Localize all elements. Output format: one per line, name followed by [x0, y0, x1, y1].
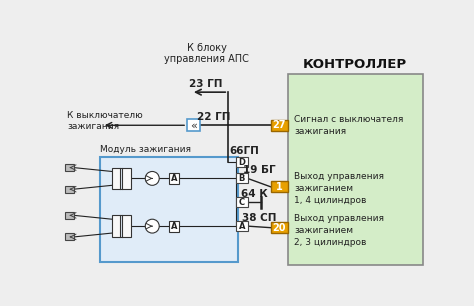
Text: Сигнал с выключателя
зажигания: Сигнал с выключателя зажигания [294, 115, 403, 136]
Circle shape [145, 171, 159, 185]
Bar [187, 119, 200, 131]
Bar [112, 215, 120, 237]
Text: Модуль зажигания: Модуль зажигания [100, 145, 191, 154]
Bar [271, 120, 288, 131]
Text: КОНТРОЛЛЕР: КОНТРОЛЛЕР [303, 58, 407, 71]
Text: C: C [239, 198, 245, 207]
Bar [169, 221, 179, 232]
Text: A: A [171, 174, 177, 183]
Bar [112, 168, 120, 189]
Text: «: « [190, 120, 197, 130]
Circle shape [145, 219, 159, 233]
Text: Выход управления
зажиганием
1, 4 цилиндров: Выход управления зажиганием 1, 4 цилиндр… [294, 172, 384, 205]
Text: 64 К: 64 К [241, 189, 267, 199]
Text: A: A [171, 222, 177, 231]
Text: 20: 20 [273, 223, 286, 233]
Text: К блоку
управления АПС: К блоку управления АПС [164, 43, 249, 65]
Bar [236, 221, 247, 231]
Bar [65, 186, 74, 193]
Bar [122, 168, 130, 189]
Text: A: A [238, 222, 245, 231]
Bar [236, 157, 247, 167]
Text: К выключателю
зажигания: К выключателю зажигания [67, 111, 143, 131]
Bar [65, 164, 74, 171]
Text: 27: 27 [273, 120, 286, 130]
Bar [169, 173, 179, 184]
Bar [236, 197, 247, 207]
Bar [236, 173, 247, 183]
Bar [100, 157, 237, 262]
Text: 23 ГП: 23 ГП [189, 79, 222, 89]
Bar [65, 212, 74, 219]
Text: 38 СП: 38 СП [242, 213, 276, 223]
Bar [122, 215, 130, 237]
Text: 1: 1 [276, 182, 283, 192]
Text: B: B [238, 174, 245, 183]
Text: D: D [238, 158, 245, 167]
Bar [65, 233, 74, 241]
Bar [271, 181, 288, 192]
Text: 22 ГП: 22 ГП [197, 112, 231, 122]
Bar [288, 74, 423, 265]
Text: 66ГП: 66ГП [230, 146, 260, 156]
Text: Выход управления
зажиганием
2, 3 цилиндров: Выход управления зажиганием 2, 3 цилиндр… [294, 215, 384, 247]
Text: 19 БГ: 19 БГ [243, 165, 275, 175]
Bar [271, 222, 288, 233]
